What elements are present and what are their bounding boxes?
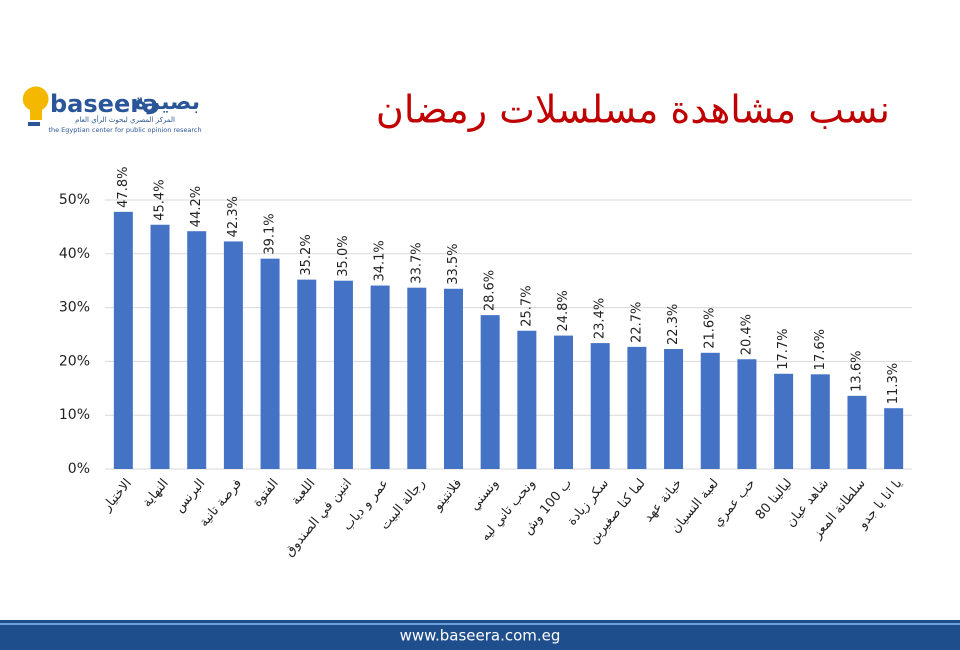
value-label: 33.7% bbox=[409, 242, 424, 283]
value-label: 44.2% bbox=[189, 186, 204, 227]
bar bbox=[113, 211, 133, 469]
logo-tagline-en: the Egyptian center for public opinion r… bbox=[48, 126, 201, 134]
value-label: 17.7% bbox=[776, 328, 791, 369]
logo-bulb-base bbox=[28, 122, 40, 126]
value-label: 45.4% bbox=[153, 179, 168, 220]
y-tick-label: 10% bbox=[59, 407, 90, 423]
bar bbox=[443, 288, 463, 469]
logo-latin: baseera bbox=[50, 90, 158, 118]
value-label: 22.3% bbox=[666, 304, 681, 345]
value-label: 33.5% bbox=[446, 243, 461, 284]
value-label: 39.1% bbox=[263, 213, 278, 254]
bar bbox=[884, 408, 904, 469]
value-label: 23.4% bbox=[593, 298, 608, 339]
value-label: 17.6% bbox=[813, 329, 828, 370]
bar bbox=[223, 241, 243, 469]
bar bbox=[187, 231, 207, 469]
x-tick-label: الفتوة bbox=[250, 476, 282, 510]
value-label: 47.8% bbox=[116, 167, 131, 208]
bar bbox=[297, 279, 317, 469]
value-label: 25.7% bbox=[519, 285, 534, 326]
value-label: 24.8% bbox=[556, 290, 571, 331]
y-tick-label: 50% bbox=[59, 192, 90, 208]
footer-url: www.baseera.com.eg bbox=[400, 627, 561, 645]
value-label: 35.2% bbox=[299, 234, 314, 275]
y-tick-label: 0% bbox=[68, 461, 90, 477]
bar bbox=[664, 349, 684, 469]
bar bbox=[774, 373, 794, 469]
x-tick-label: الاختيار bbox=[99, 476, 135, 515]
logo-tagline-ar: المركز المصري لبحوث الرأي العام bbox=[75, 115, 175, 124]
value-label: 28.6% bbox=[483, 270, 498, 311]
value-label: 42.3% bbox=[226, 196, 241, 237]
x-tick-label: فلانتينو bbox=[430, 476, 465, 514]
value-label: 11.3% bbox=[886, 363, 901, 404]
y-tick-label: 40% bbox=[59, 246, 90, 262]
value-label: 21.6% bbox=[703, 307, 718, 348]
bar bbox=[737, 359, 757, 469]
bar bbox=[480, 315, 500, 469]
footer: www.baseera.com.eg bbox=[0, 620, 960, 650]
logo: baseera بصيرة المركز المصري لبحوث الرأي … bbox=[22, 86, 202, 134]
value-label: 22.7% bbox=[629, 302, 644, 343]
bar bbox=[590, 343, 610, 469]
bar bbox=[260, 258, 280, 469]
x-tick-label: ونسني bbox=[467, 476, 502, 513]
value-label: 34.1% bbox=[373, 240, 388, 281]
x-tick-label: البرنس bbox=[172, 476, 208, 515]
logo-bulb bbox=[22, 86, 49, 120]
bar bbox=[810, 374, 830, 469]
bar bbox=[554, 335, 574, 469]
value-label: 20.4% bbox=[739, 314, 754, 355]
bar bbox=[847, 395, 867, 469]
bar bbox=[700, 352, 720, 469]
x-tick-label: اللعبة bbox=[288, 476, 318, 508]
bar bbox=[370, 285, 390, 469]
bar bbox=[517, 330, 537, 469]
bar bbox=[333, 280, 353, 469]
y-tick-label: 20% bbox=[59, 353, 90, 369]
y-tick-label: 30% bbox=[59, 300, 90, 316]
value-label: 13.6% bbox=[849, 351, 864, 392]
chart-title: نسب مشاهدة مسلسلات رمضان bbox=[376, 88, 890, 132]
value-label: 35.0% bbox=[336, 235, 351, 276]
bar bbox=[627, 346, 647, 469]
logo-arabic: بصيرة bbox=[134, 90, 200, 115]
bar bbox=[407, 287, 427, 469]
bar bbox=[150, 224, 170, 469]
x-tick-label: النهاية bbox=[140, 476, 172, 510]
